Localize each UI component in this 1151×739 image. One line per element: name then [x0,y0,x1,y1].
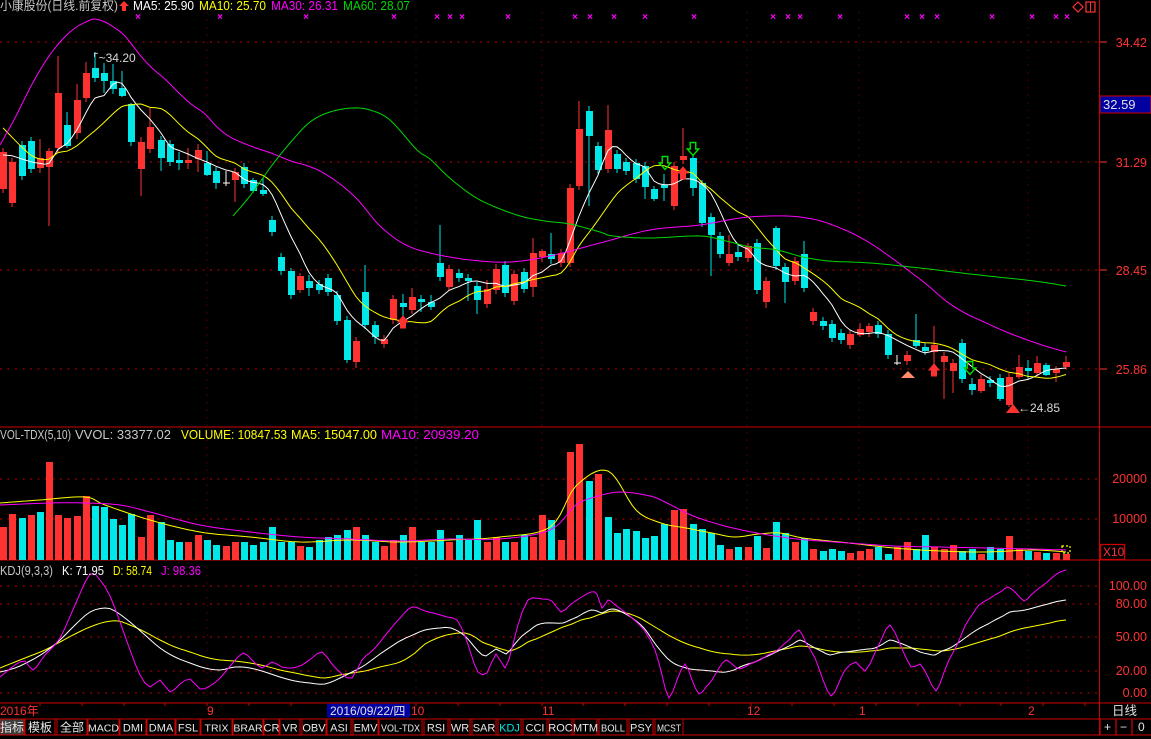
svg-text:2016年: 2016年 [0,704,39,718]
svg-text:RSI: RSI [427,723,445,735]
svg-text:MA10: 20939.20: MA10: 20939.20 [381,428,479,442]
svg-text:28.45: 28.45 [1116,264,1147,278]
svg-text:OBV: OBV [302,723,326,735]
svg-text:×: × [797,12,803,23]
svg-text:模板: 模板 [28,721,52,735]
svg-text:10000: 10000 [1112,512,1147,526]
svg-text:×: × [1053,12,1059,23]
svg-text:×: × [904,12,910,23]
svg-text:PSY: PSY [630,723,653,735]
svg-text:SAR: SAR [473,723,496,735]
svg-text:−: − [1120,720,1127,734]
svg-text:KDJ(9,3,3): KDJ(9,3,3) [0,564,53,578]
svg-text:25.86: 25.86 [1116,363,1147,377]
svg-text:MA10: 25.70: MA10: 25.70 [199,0,266,13]
svg-text:×: × [611,12,617,23]
svg-text:0.00: 0.00 [1123,686,1147,700]
svg-text:10: 10 [411,704,425,718]
svg-text:BRAR: BRAR [233,723,263,735]
svg-text:×: × [587,12,593,23]
svg-text:DMA: DMA [149,723,174,735]
svg-text:20000: 20000 [1112,472,1147,486]
svg-text:9: 9 [207,704,214,718]
svg-text:2016/09/22/四: 2016/09/22/四 [330,704,405,718]
svg-text:×: × [691,12,697,23]
svg-text:全部: 全部 [60,720,84,735]
svg-text:ASI: ASI [330,723,348,735]
svg-text:×: × [434,12,440,23]
svg-text:×: × [447,12,453,23]
svg-text:×: × [505,12,511,23]
svg-text:2: 2 [1028,704,1035,718]
svg-text:100.00: 100.00 [1109,579,1147,593]
svg-text:←24.85: ←24.85 [1018,401,1060,415]
svg-text:VOL-TDX: VOL-TDX [381,723,420,735]
svg-text:×: × [135,12,141,23]
svg-text:WR: WR [451,723,469,735]
svg-text:+: + [1104,720,1111,734]
svg-text:32.59: 32.59 [1103,97,1136,112]
svg-text:12: 12 [747,704,761,718]
svg-text:×: × [989,12,995,23]
svg-text:80.00: 80.00 [1116,597,1147,611]
svg-text:×: × [785,12,791,23]
svg-text:DMI: DMI [123,723,143,735]
svg-text:MA60: 28.07: MA60: 28.07 [343,0,410,13]
svg-text:日线: 日线 [1112,704,1138,718]
svg-text:⌜~34.20: ⌜~34.20 [93,51,136,65]
svg-text:K: 71.95: K: 71.95 [62,564,104,578]
svg-text:VOL-TDX(5,10): VOL-TDX(5,10) [0,428,71,442]
svg-text:FSL: FSL [178,723,198,735]
svg-text:×: × [1029,12,1035,23]
svg-text:31.29: 31.29 [1116,156,1147,170]
svg-text:0: 0 [1138,720,1145,734]
svg-text:20.00: 20.00 [1116,664,1147,678]
svg-text:MA5: 25.90: MA5: 25.90 [133,0,194,13]
svg-text:×: × [934,12,940,23]
svg-text:MACD: MACD [88,723,119,735]
svg-text:KDJ: KDJ [499,723,520,735]
svg-text:×: × [459,12,465,23]
svg-text:50.00: 50.00 [1116,630,1147,644]
svg-text:×: × [919,12,925,23]
svg-text:小康股份(日线.前复权): 小康股份(日线.前复权) [0,0,118,13]
svg-text:J: 98.36: J: 98.36 [161,564,201,578]
svg-text:MA30: 26.31: MA30: 26.31 [271,0,338,13]
svg-text:VR: VR [282,723,297,735]
svg-text:ROC: ROC [548,723,573,735]
svg-text:×: × [837,12,843,23]
svg-text:EMV: EMV [354,723,379,735]
svg-text:VVOL: 33377.02: VVOL: 33377.02 [75,428,171,442]
svg-text:MCST: MCST [657,723,681,735]
svg-text:11: 11 [542,704,555,718]
svg-text:MTM: MTM [573,723,598,735]
svg-text:CCI: CCI [526,723,545,735]
svg-text:指标: 指标 [0,720,24,735]
svg-text:BOLL: BOLL [601,723,625,735]
svg-text:D: 58.74: D: 58.74 [113,564,152,578]
svg-text:CR: CR [264,723,280,735]
svg-text:×: × [391,12,397,23]
svg-text:×: × [770,12,776,23]
svg-text:TRIX: TRIX [205,723,229,735]
svg-text:VOLUME: 10847.53: VOLUME: 10847.53 [181,428,287,442]
svg-text:34.42: 34.42 [1116,36,1147,50]
svg-text:×: × [1064,12,1070,23]
svg-text:×: × [642,12,648,23]
svg-text:×: × [303,12,309,23]
svg-text:×: × [572,12,578,23]
svg-text:X10: X10 [1103,545,1125,559]
svg-text:MA5: 15047.00: MA5: 15047.00 [291,428,377,442]
svg-text:×: × [217,12,223,23]
svg-text:1: 1 [859,704,866,718]
